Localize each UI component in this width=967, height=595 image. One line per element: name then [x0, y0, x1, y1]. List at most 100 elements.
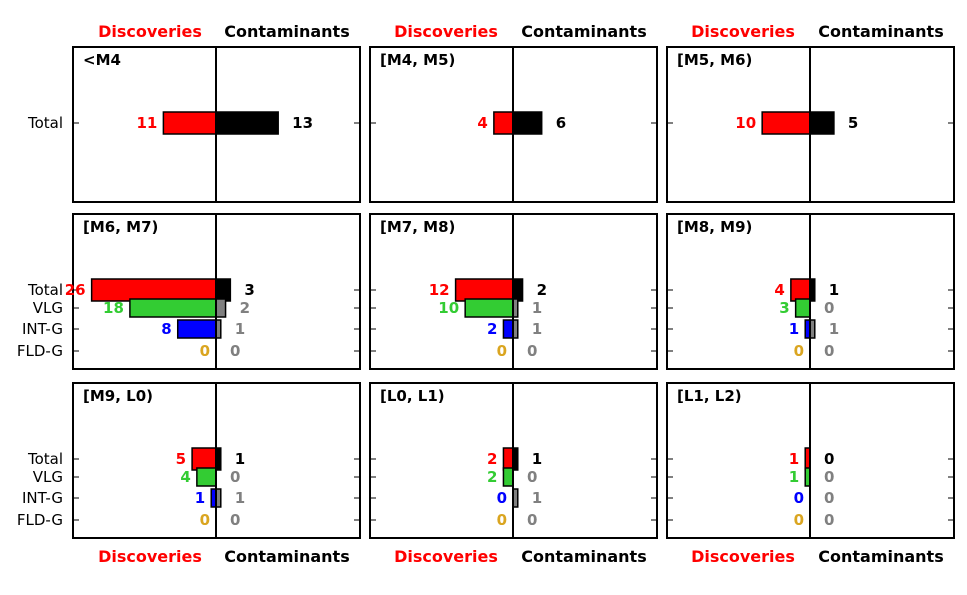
y-tick-label: FLD-G [17, 511, 63, 529]
data-label-contaminants-vlg: 0 [527, 468, 537, 486]
discoveries-header: Discoveries [98, 547, 202, 566]
data-label-discoveries-total: 26 [65, 281, 86, 299]
data-label-discoveries-vlg: 3 [779, 299, 789, 317]
data-label-discoveries-fld-g: 0 [497, 511, 507, 529]
data-label-contaminants-vlg: 2 [240, 299, 250, 317]
discoveries-header: Discoveries [394, 547, 498, 566]
panel-title: [M6, M7) [83, 218, 158, 236]
bar-discoveries-total [761, 111, 811, 135]
y-tick-label: VLG [33, 299, 63, 317]
top-header-row: Discoveries Contaminants Discoveries Con… [98, 22, 944, 41]
chart-panel-m4: <M4 Total 11 13 [27, 46, 361, 203]
bottom-header-row: Discoveries Contaminants Discoveries Con… [98, 547, 944, 566]
data-label-contaminants-total: 1 [235, 450, 245, 468]
data-label-contaminants-int-g: 1 [235, 489, 245, 507]
discoveries-header: Discoveries [691, 547, 795, 566]
data-label-contaminants-vlg: 0 [230, 468, 240, 486]
contaminants-header: Contaminants [818, 22, 943, 41]
data-label-discoveries-total: 4 [477, 114, 487, 132]
bar-contaminants-vlg [215, 298, 227, 318]
data-label-contaminants-total: 6 [556, 114, 566, 132]
data-label-discoveries-int-g: 0 [794, 489, 804, 507]
y-tick-label: Total [27, 281, 63, 299]
bar-discoveries-vlg [794, 298, 811, 318]
data-label-discoveries-total: 1 [789, 450, 799, 468]
y-tick-label: INT-G [22, 320, 63, 338]
bar-contaminants-total [512, 278, 524, 302]
data-label-contaminants-total: 1 [532, 450, 542, 468]
data-label-contaminants-total: 3 [244, 281, 254, 299]
panel-title: [L0, L1) [380, 387, 445, 405]
y-tick-label: INT-G [22, 489, 63, 507]
data-label-contaminants-fld-g: 0 [824, 511, 834, 529]
data-label-contaminants-vlg: 0 [824, 299, 834, 317]
bar-contaminants-total [215, 111, 279, 135]
discoveries-header: Discoveries [691, 22, 795, 41]
bar-discoveries-vlg [196, 467, 217, 487]
chart-panel-m5-m6: [M5, M6) 10 5 [666, 46, 955, 203]
bar-discoveries-vlg [129, 298, 217, 318]
bar-contaminants-total [215, 278, 232, 302]
panel-title: [M8, M9) [677, 218, 752, 236]
data-label-contaminants-total: 0 [824, 450, 834, 468]
data-label-discoveries-int-g: 2 [487, 320, 497, 338]
contaminants-header: Contaminants [224, 22, 349, 41]
data-label-discoveries-vlg: 2 [487, 468, 497, 486]
discoveries-header: Discoveries [394, 22, 498, 41]
data-label-discoveries-total: 5 [176, 450, 186, 468]
data-label-contaminants-total: 5 [848, 114, 858, 132]
data-label-contaminants-int-g: 1 [829, 320, 839, 338]
bar-discoveries-total [90, 278, 217, 302]
discoveries-header: Discoveries [98, 22, 202, 41]
data-label-discoveries-total: 11 [137, 114, 158, 132]
data-label-contaminants-vlg: 0 [824, 468, 834, 486]
bar-discoveries-int-g [502, 319, 514, 339]
data-label-contaminants-int-g: 0 [824, 489, 834, 507]
chart-panel-m7-m8: [M7, M8)12 210 12 10 0 [369, 213, 658, 370]
panel-title: [M4, M5) [380, 51, 455, 69]
panel-title: [M5, M6) [677, 51, 752, 69]
data-label-discoveries-vlg: 18 [103, 299, 124, 317]
data-label-discoveries-vlg: 10 [438, 299, 459, 317]
panel-title: [M9, L0) [83, 387, 153, 405]
bar-contaminants-total [512, 111, 543, 135]
data-label-discoveries-vlg: 4 [180, 468, 190, 486]
data-label-contaminants-fld-g: 0 [824, 342, 834, 360]
data-label-contaminants-total: 2 [537, 281, 547, 299]
bar-contaminants-total [809, 111, 835, 135]
data-label-contaminants-fld-g: 0 [230, 511, 240, 529]
y-tick-label: Total [27, 114, 63, 132]
data-label-discoveries-fld-g: 0 [200, 342, 210, 360]
panel-title: <M4 [83, 51, 121, 69]
bar-discoveries-int-g [176, 319, 217, 339]
data-label-contaminants-fld-g: 0 [527, 511, 537, 529]
chart-panel-m4-m5: [M4, M5) 4 6 [369, 46, 658, 203]
data-label-discoveries-total: 12 [429, 281, 450, 299]
data-label-discoveries-total: 10 [735, 114, 756, 132]
data-label-discoveries-total: 2 [487, 450, 497, 468]
bar-discoveries-total [493, 111, 514, 135]
data-label-discoveries-int-g: 1 [195, 489, 205, 507]
panel-title: [M7, M8) [380, 218, 455, 236]
bar-discoveries-total [502, 447, 514, 471]
data-label-discoveries-fld-g: 0 [200, 511, 210, 529]
y-tick-label: Total [27, 450, 63, 468]
chart-panel-m9-l0: [M9, L0) Total 5 1 VLG 4 0 INT-G 1 1 FLD-G 0 0 [17, 382, 361, 539]
data-label-discoveries-int-g: 0 [497, 489, 507, 507]
data-label-discoveries-total: 4 [774, 281, 784, 299]
contaminants-header: Contaminants [521, 22, 646, 41]
bar-discoveries-total [191, 447, 217, 471]
data-label-contaminants-total: 13 [292, 114, 313, 132]
chart-panel-m6-m7: [M6, M7) Total 26 3 VLG 18 2 INT-G 8 1 FLD-G 0 0 [17, 213, 361, 370]
bar-discoveries-vlg [464, 298, 514, 318]
chart-panel-l1-l2: [L1, L2)1 01 00 00 0 [666, 382, 955, 539]
data-label-contaminants-int-g: 1 [532, 489, 542, 507]
chart-panel-m8-m9: [M8, M9)4 13 01 10 0 [666, 213, 955, 370]
bar-discoveries-vlg [502, 467, 514, 487]
data-label-contaminants-int-g: 1 [532, 320, 542, 338]
data-label-discoveries-fld-g: 0 [497, 342, 507, 360]
y-tick-label: FLD-G [17, 342, 63, 360]
contaminants-header: Contaminants [521, 547, 646, 566]
data-label-discoveries-vlg: 1 [789, 468, 799, 486]
